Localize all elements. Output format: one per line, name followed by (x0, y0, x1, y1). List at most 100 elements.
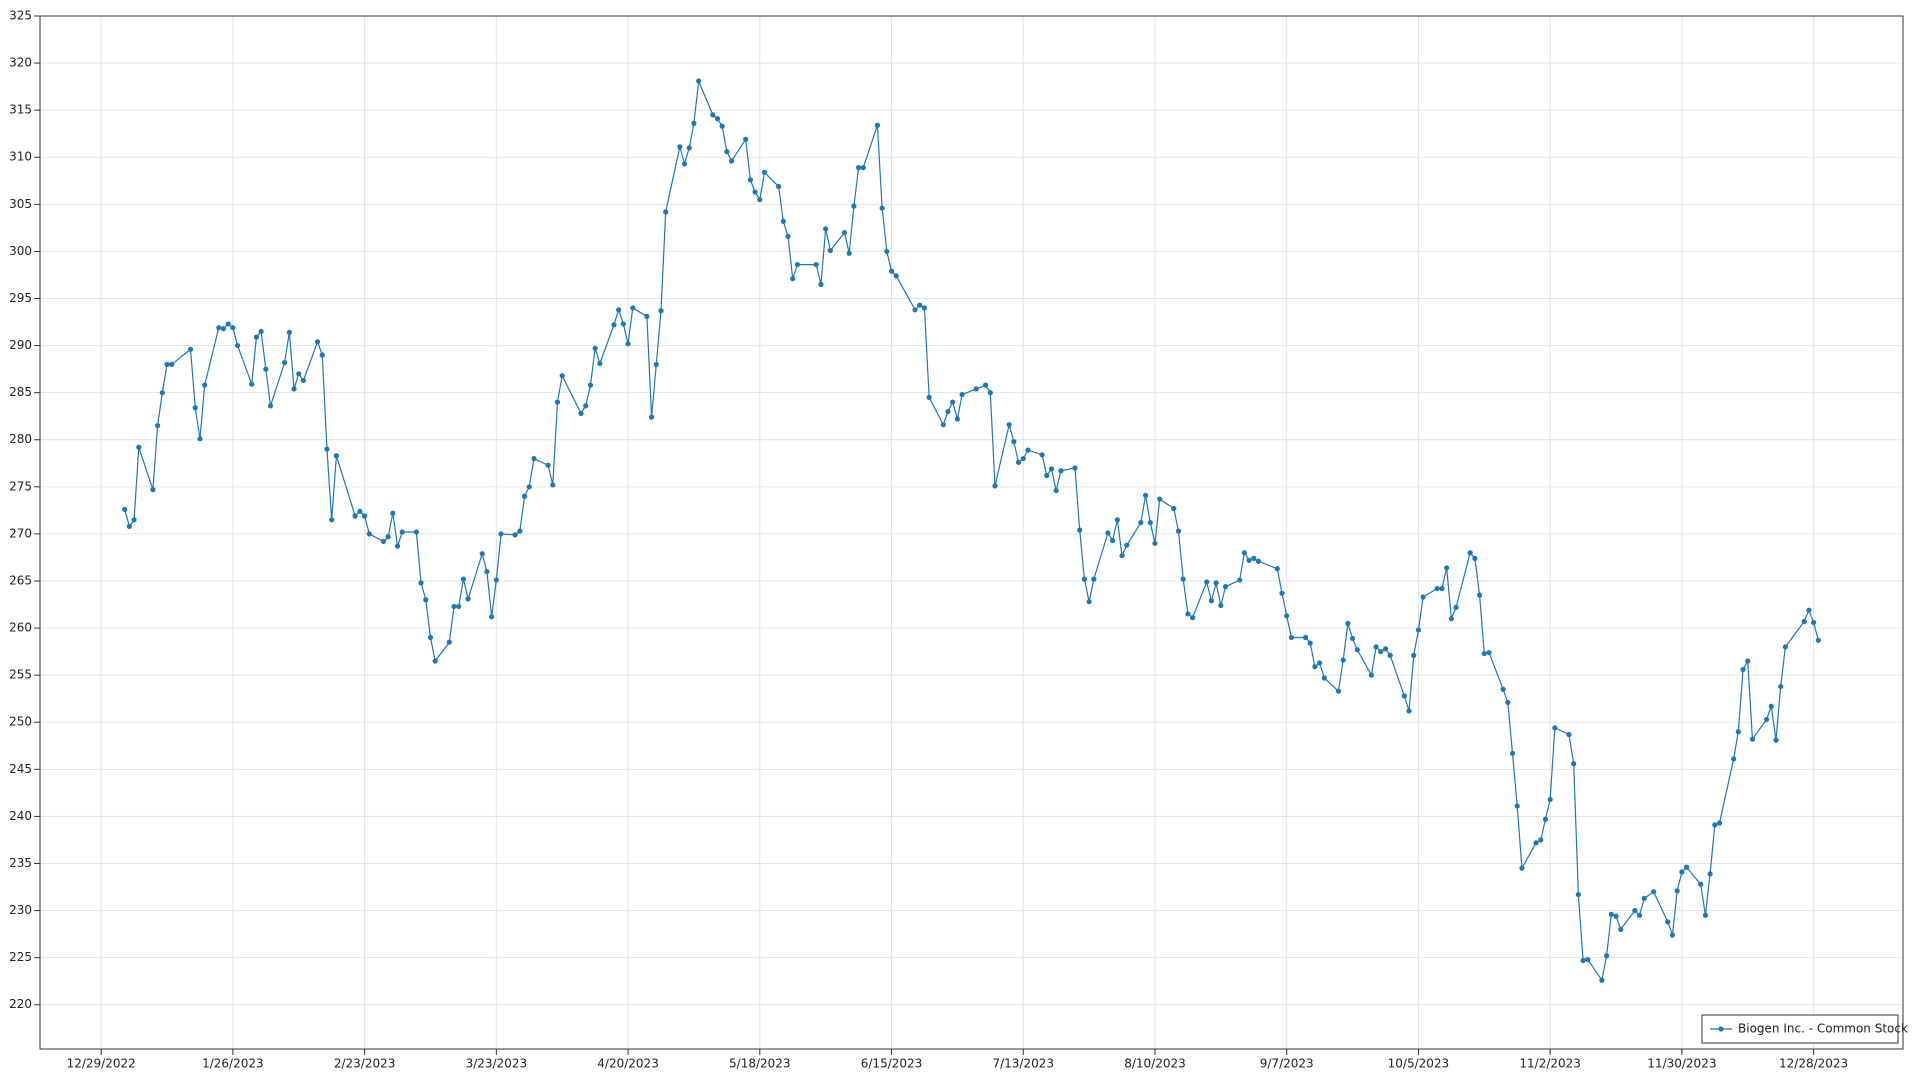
data-point (164, 361, 170, 368)
y-tick-label: 310 (9, 150, 32, 164)
data-point (1147, 520, 1153, 526)
data-point (1604, 953, 1610, 959)
data-point (451, 603, 457, 610)
data-point (855, 165, 862, 171)
data-point (893, 273, 899, 279)
data-point (823, 226, 829, 232)
data-point (1180, 576, 1186, 582)
data-point (959, 391, 965, 398)
data-point (399, 529, 405, 535)
data-point (554, 399, 561, 405)
data-point (1284, 613, 1290, 619)
data-point (1411, 652, 1417, 658)
data-point (1114, 517, 1120, 523)
data-point (1552, 725, 1558, 731)
data-point (1740, 666, 1746, 673)
data-point (1636, 912, 1643, 918)
data-point (973, 386, 979, 392)
y-tick-label: 225 (9, 950, 32, 964)
data-point (329, 517, 335, 523)
data-point (1618, 926, 1624, 933)
data-point (1110, 537, 1116, 544)
x-tick-label: 11/2/2023 (1519, 1057, 1581, 1071)
data-point (1185, 611, 1191, 617)
data-point (1340, 657, 1346, 663)
y-tick-label: 320 (9, 56, 32, 70)
data-point (286, 329, 292, 335)
data-point (465, 596, 471, 602)
data-point (234, 342, 241, 349)
y-tick-label: 245 (9, 762, 32, 776)
data-point (1542, 816, 1549, 822)
data-point (216, 325, 222, 331)
data-point (159, 390, 165, 396)
data-point (1044, 472, 1050, 479)
data-point (1679, 869, 1685, 875)
x-tick-label: 10/5/2023 (1388, 1057, 1450, 1071)
data-point (352, 513, 358, 519)
data-point (1382, 646, 1389, 652)
data-point (1222, 584, 1229, 590)
y-tick-label: 280 (9, 432, 32, 446)
legend-marker (1718, 1026, 1724, 1032)
data-point (1476, 592, 1483, 598)
data-point (1152, 540, 1158, 546)
data-point (324, 446, 330, 452)
data-point (874, 122, 881, 128)
data-point (1566, 731, 1572, 738)
data-point (489, 614, 495, 620)
y-tick-label: 230 (9, 903, 32, 917)
data-point (1011, 439, 1017, 445)
data-point (710, 112, 716, 118)
data-point (296, 371, 302, 377)
data-point (1105, 530, 1111, 536)
data-point (611, 322, 617, 328)
data-point (1157, 496, 1163, 502)
data-point (1312, 664, 1318, 670)
data-point (658, 308, 664, 314)
data-point (479, 551, 485, 557)
data-point (1538, 837, 1544, 843)
data-point (884, 248, 890, 255)
data-point (1669, 932, 1676, 938)
data-point (879, 205, 885, 211)
data-point (1006, 422, 1012, 428)
data-point (785, 233, 791, 239)
y-tick-label: 255 (9, 668, 32, 682)
data-point (253, 334, 260, 340)
data-point (846, 250, 852, 256)
data-point (1138, 520, 1144, 526)
data-point (681, 161, 688, 167)
data-point (1434, 585, 1440, 592)
data-point (136, 444, 142, 450)
data-point (616, 307, 622, 313)
data-point (752, 189, 758, 195)
data-point (1815, 637, 1821, 643)
data-point (686, 145, 692, 151)
data-point (653, 361, 659, 368)
data-point (1698, 881, 1704, 887)
data-point (1778, 683, 1784, 690)
data-point (1580, 957, 1586, 964)
data-point (282, 359, 288, 366)
y-tick-label: 285 (9, 385, 32, 399)
data-point (1731, 756, 1737, 762)
data-point (743, 136, 749, 142)
data-point (1213, 580, 1219, 586)
data-point (1124, 542, 1130, 548)
x-tick-label: 8/10/2023 (1124, 1057, 1186, 1071)
data-point (484, 568, 490, 575)
legend-box (1701, 1014, 1899, 1044)
data-point (719, 123, 725, 129)
data-point (1801, 618, 1807, 625)
data-point (1571, 761, 1577, 767)
data-point (950, 399, 956, 405)
y-tick-label: 260 (9, 621, 32, 635)
data-point (418, 580, 424, 586)
x-tick-label: 7/13/2023 (992, 1057, 1054, 1071)
data-point (1735, 729, 1741, 735)
data-point (258, 328, 264, 335)
data-point (1237, 577, 1243, 583)
data-point (620, 321, 626, 327)
data-point (954, 416, 960, 422)
